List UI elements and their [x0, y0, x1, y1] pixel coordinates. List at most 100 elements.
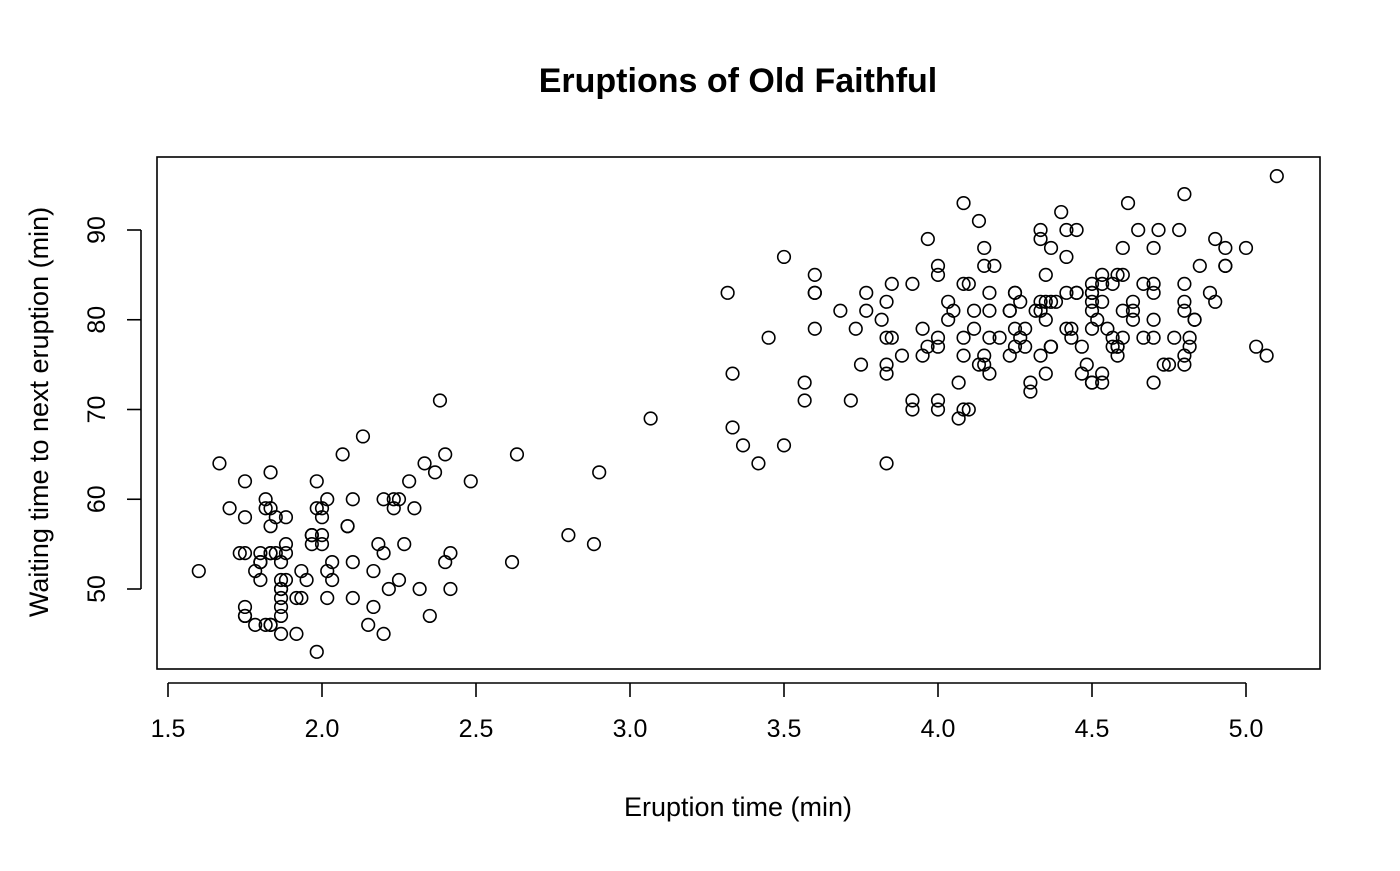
- data-point: [1064, 330, 1079, 345]
- data-point: [1177, 294, 1192, 309]
- data-point: [422, 608, 437, 624]
- data-point: [643, 411, 658, 426]
- data-point: [751, 456, 766, 471]
- data-point: [309, 474, 324, 489]
- data-point: [1125, 303, 1141, 318]
- data-point: [366, 599, 381, 615]
- data-point: [268, 510, 283, 525]
- data-point: [879, 366, 894, 381]
- data-point: [894, 348, 910, 363]
- x-tick-label: 4.0: [921, 715, 956, 743]
- data-point: [879, 456, 894, 471]
- data-point: [253, 545, 268, 561]
- data-point: [930, 402, 946, 417]
- data-point: [278, 537, 294, 552]
- data-point: [915, 321, 930, 336]
- data-point: [1043, 240, 1059, 256]
- data-point: [977, 357, 992, 372]
- data-point: [1218, 240, 1233, 256]
- data-point: [212, 456, 227, 471]
- x-axis-ticks: 1.5 2.0 2.5 3.0 3.5 4.0 4.5 5.0: [151, 683, 1263, 743]
- data-point: [1269, 169, 1284, 184]
- data-point: [1095, 267, 1110, 282]
- data-point: [443, 545, 458, 561]
- data-point: [237, 599, 253, 615]
- y-tick-label: 70: [83, 396, 111, 424]
- data-point: [1182, 330, 1197, 345]
- data-point: [268, 545, 283, 561]
- data-point: [1238, 240, 1254, 256]
- data-point: [1100, 321, 1115, 336]
- data-point: [977, 240, 992, 256]
- data-point: [432, 393, 448, 408]
- data-point: [920, 339, 935, 354]
- data-point: [905, 276, 920, 291]
- data-point: [237, 510, 253, 525]
- data-point: [982, 303, 997, 318]
- data-point: [1059, 249, 1074, 265]
- data-point: [438, 447, 453, 462]
- x-tick-label: 1.5: [151, 715, 186, 743]
- data-point: [1033, 348, 1048, 363]
- data-point: [263, 545, 278, 561]
- data-point: [345, 492, 360, 507]
- data-point: [725, 366, 740, 381]
- data-point: [1023, 384, 1038, 399]
- data-point: [930, 339, 946, 354]
- data-point: [961, 276, 976, 291]
- data-point: [391, 572, 407, 588]
- data-point: [879, 357, 894, 372]
- data-point: [1007, 285, 1023, 300]
- data-point: [1146, 330, 1161, 345]
- data-point: [1033, 222, 1048, 238]
- data-point: [776, 249, 792, 265]
- data-point: [905, 402, 920, 417]
- data-point: [1048, 294, 1064, 309]
- data-point: [982, 285, 997, 300]
- data-point: [237, 474, 253, 489]
- data-point: [355, 429, 371, 444]
- data-point: [1069, 222, 1084, 238]
- x-tick-label: 2.5: [459, 715, 494, 743]
- data-point: [237, 608, 253, 624]
- data-point: [314, 537, 330, 552]
- data-point: [391, 492, 407, 507]
- y-axis-title: Waiting time to next eruption (min): [24, 207, 54, 617]
- x-tick-label: 2.0: [305, 715, 340, 743]
- data-point: [1054, 204, 1069, 220]
- data-point: [427, 465, 443, 480]
- data-point: [1043, 339, 1059, 354]
- data-point: [1095, 276, 1110, 291]
- data-point: [509, 447, 525, 462]
- data-point: [833, 303, 848, 318]
- data-point: [586, 537, 602, 552]
- data-point: [273, 581, 289, 597]
- data-point: [884, 330, 899, 345]
- data-point: [263, 617, 278, 633]
- data-point: [314, 510, 330, 525]
- data-point: [289, 626, 304, 641]
- data-point: [417, 456, 432, 471]
- data-point: [1069, 285, 1084, 300]
- data-point: [1115, 303, 1130, 318]
- data-point: [848, 321, 863, 336]
- data-point: [961, 402, 976, 417]
- data-point: [1146, 375, 1161, 390]
- data-point: [1115, 267, 1130, 282]
- data-point: [1023, 375, 1038, 390]
- data-point: [1177, 276, 1192, 291]
- chart-title: Eruptions of Old Faithful: [539, 62, 938, 100]
- data-point: [345, 554, 360, 570]
- data-point: [905, 393, 920, 408]
- data-point: [397, 537, 412, 552]
- data-point: [1115, 240, 1130, 256]
- x-tick-label: 3.0: [613, 715, 648, 743]
- x-tick-label: 4.5: [1075, 715, 1110, 743]
- data-point: [314, 528, 330, 543]
- data-point: [930, 267, 946, 282]
- data-point: [1084, 375, 1100, 390]
- data-point: [361, 617, 376, 633]
- data-point: [992, 330, 1007, 345]
